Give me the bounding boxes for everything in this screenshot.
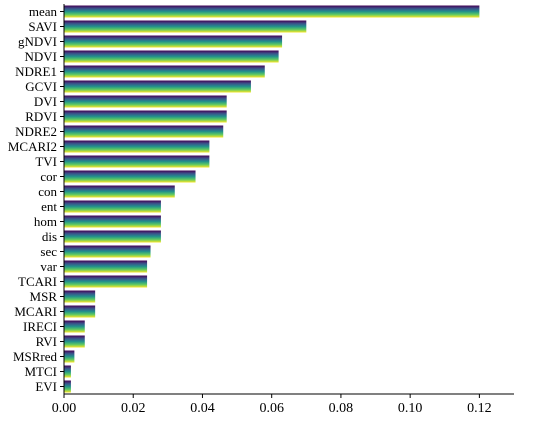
bars-layer — [64, 5, 480, 393]
y-tick-label: ent — [41, 199, 57, 214]
bar-cor — [64, 170, 196, 183]
x-tick-label: 0.06 — [259, 401, 284, 416]
x-tick-label: 0.02 — [121, 401, 146, 416]
bar-gndvi — [64, 35, 283, 48]
y-tick-label: TVI — [35, 154, 57, 169]
bar-dvi — [64, 95, 227, 108]
y-tick-label: hom — [34, 214, 57, 229]
bar-mcari — [64, 305, 96, 318]
bar-evi — [64, 380, 71, 393]
bar-mtci — [64, 365, 71, 378]
bar-savi — [64, 20, 307, 33]
bar-ndvi — [64, 50, 279, 63]
y-tick-label: MTCI — [25, 364, 58, 379]
bar-var — [64, 260, 148, 273]
y-tick-label: NDVI — [25, 49, 58, 64]
bar-mean — [64, 5, 480, 18]
bar-ndre1 — [64, 65, 265, 78]
bar-ndre2 — [64, 125, 224, 138]
bar-ireci — [64, 320, 85, 333]
bar-rdvi — [64, 110, 227, 123]
bar-tvi — [64, 155, 210, 168]
y-tick-label: IRECI — [23, 319, 57, 334]
bar-rvi — [64, 335, 85, 348]
y-tick-label: DVI — [34, 94, 57, 109]
y-tick-label: gNDVI — [18, 34, 57, 49]
bar-sec — [64, 245, 151, 258]
y-tick-label: dis — [42, 229, 57, 244]
y-tick-label: EVI — [35, 379, 57, 394]
y-tick-label: mean — [29, 4, 58, 19]
bar-ent — [64, 200, 161, 213]
bar-tcari — [64, 275, 148, 288]
y-tick-label: GCVI — [25, 79, 57, 94]
bar-msrred — [64, 350, 75, 363]
y-tick-label: MSRred — [13, 349, 58, 364]
x-tick-label: 0.10 — [398, 401, 423, 416]
y-tick-label: NDRE2 — [15, 124, 57, 139]
y-tick-label: MCARI — [14, 304, 57, 319]
bar-dis — [64, 230, 161, 243]
bar-gcvi — [64, 80, 251, 93]
x-tick-label: 0.08 — [329, 401, 354, 416]
x-tick-label: 0.00 — [52, 401, 77, 416]
y-tick-label: RDVI — [25, 109, 57, 124]
y-tick-labels: meanSAVIgNDVINDVINDRE1GCVIDVIRDVINDRE2MC… — [8, 4, 64, 394]
y-tick-label: NDRE1 — [15, 64, 57, 79]
x-tick-labels: 0.00 0.02 0.04 0.06 0.08 0.10 0.12 — [52, 394, 492, 416]
bar-hom — [64, 215, 161, 228]
y-tick-label: MCARI2 — [8, 139, 57, 154]
y-tick-label: cor — [40, 169, 57, 184]
y-tick-label: SAVI — [28, 19, 57, 34]
x-tick-label: 0.04 — [190, 401, 215, 416]
y-tick-label: sec — [40, 244, 57, 259]
bar-msr — [64, 290, 96, 303]
y-tick-label: RVI — [36, 334, 57, 349]
bar-mcari2 — [64, 140, 210, 153]
y-tick-label: MSR — [30, 289, 58, 304]
y-tick-label: TCARI — [18, 274, 57, 289]
y-tick-label: var — [40, 259, 57, 274]
y-tick-label: con — [38, 184, 57, 199]
bar-con — [64, 185, 175, 198]
x-tick-label: 0.12 — [467, 401, 492, 416]
axes-layer — [63, 4, 514, 395]
